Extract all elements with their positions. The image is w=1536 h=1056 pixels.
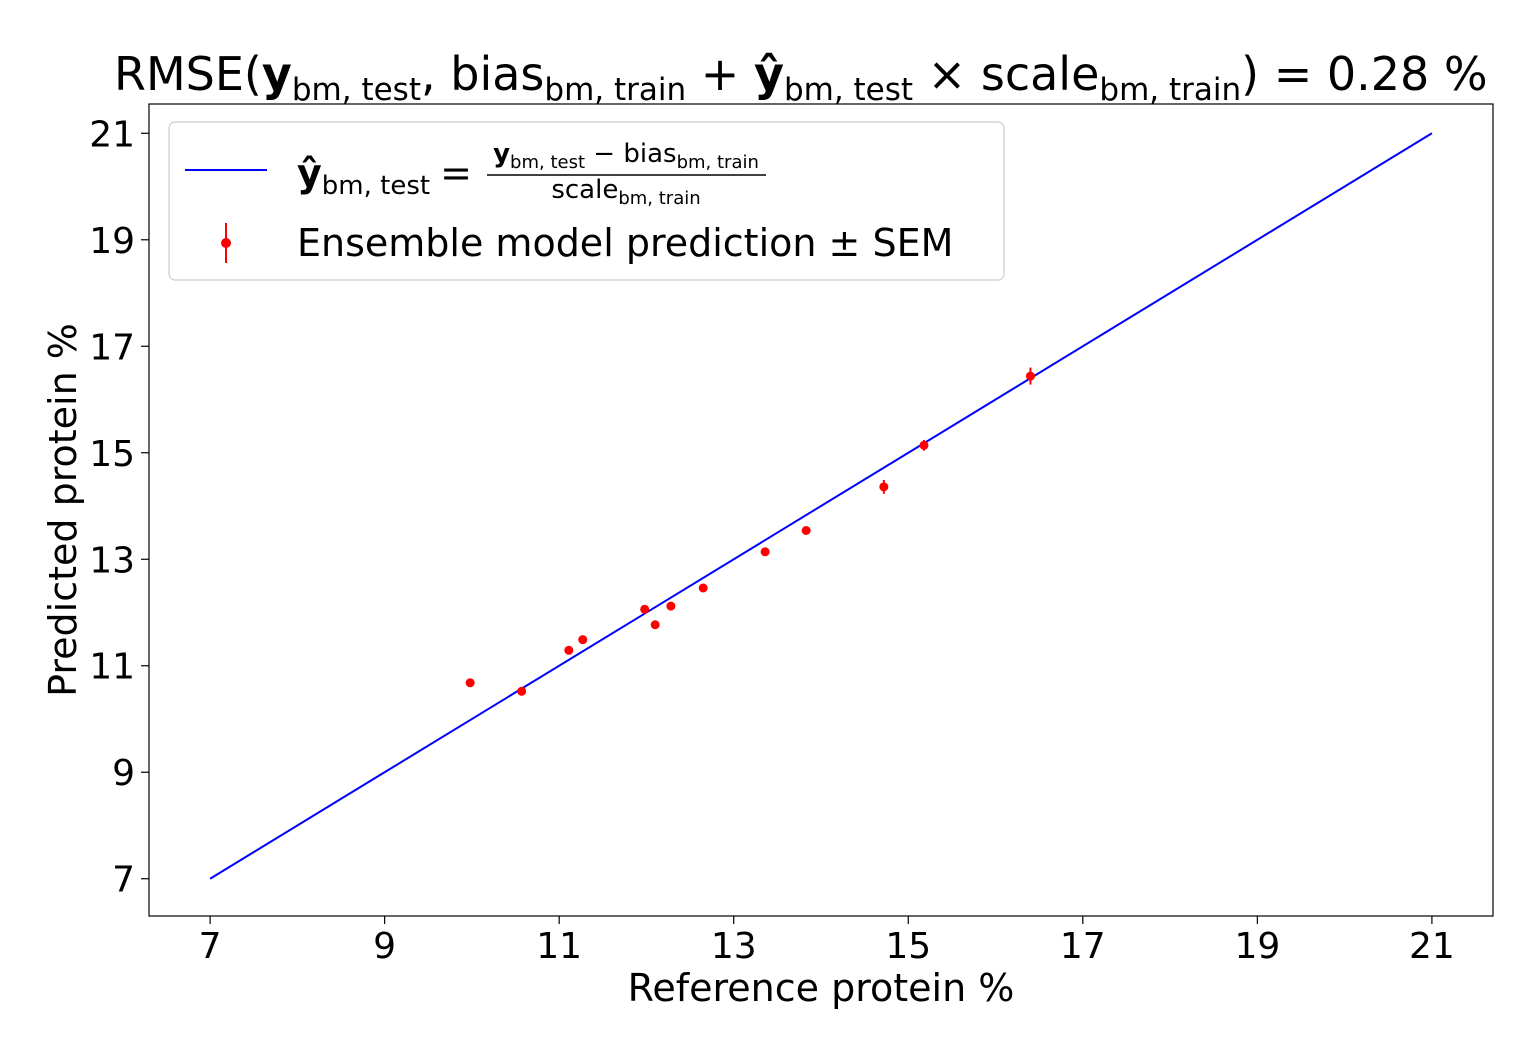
legend-den-scale: scale <box>551 175 618 205</box>
data-point <box>640 604 650 614</box>
title-comma: , <box>421 47 450 101</box>
x-tick-label: 19 <box>1234 926 1280 967</box>
data-point <box>578 635 588 645</box>
legend-yhat-sub: bm, test <box>322 171 430 201</box>
chart-title: RMSE(ybm, test, biasbm, train + ŷbm, tes… <box>114 47 1488 108</box>
title-prefix: RMSE( <box>114 47 262 101</box>
legend-point-marker <box>221 238 231 248</box>
legend-num-minus: − <box>585 139 623 169</box>
title-scale: scale <box>981 47 1100 101</box>
legend-num-y: y <box>493 139 510 169</box>
x-tick-label: 21 <box>1409 926 1455 967</box>
legend-yhat: ŷ <box>297 151 322 195</box>
x-tick-label: 17 <box>1060 926 1106 967</box>
legend-num-bias: bias <box>623 139 676 169</box>
y-tick-label: 13 <box>89 540 135 581</box>
y-tick-label: 9 <box>112 753 135 794</box>
data-point <box>801 525 811 535</box>
legend-fraction-numerator: ybm, test − biasbm, train <box>493 139 759 173</box>
y-tick-label: 17 <box>89 327 135 368</box>
data-point <box>517 686 527 696</box>
y-axis-ticks: 7 9 11 13 15 17 19 21 <box>89 114 149 901</box>
data-point <box>650 620 660 630</box>
title-times: × <box>913 47 981 101</box>
title-sub-test-2: bm, test <box>784 72 913 108</box>
legend-num-y-sub: bm, test <box>510 152 585 173</box>
y-tick-label: 11 <box>89 647 135 688</box>
plot-area <box>148 103 1494 917</box>
series-layer <box>209 132 1433 880</box>
title-y: y <box>262 47 292 101</box>
y-tick-label: 21 <box>89 114 135 155</box>
x-tick-label: 9 <box>373 926 396 967</box>
y-tick-label: 19 <box>89 221 135 262</box>
legend-points-label: Ensemble model prediction ± SEM <box>297 221 953 265</box>
data-point <box>698 583 708 593</box>
y-axis-label: Predicted protein % <box>41 323 85 697</box>
x-tick-label: 7 <box>199 926 222 967</box>
x-tick-label: 11 <box>536 926 582 967</box>
title-sub-train: bm, train <box>544 72 686 108</box>
legend-line-lhs: ŷbm, test = <box>297 151 472 201</box>
data-point <box>666 601 676 611</box>
x-axis-ticks: 7 9 11 13 15 17 19 21 <box>199 916 1455 967</box>
data-point <box>1025 371 1035 381</box>
data-point <box>919 440 929 450</box>
x-tick-label: 13 <box>711 926 757 967</box>
legend-equals: = <box>440 151 472 195</box>
title-bias: bias <box>450 47 544 101</box>
x-axis-label: Reference protein % <box>628 966 1015 1010</box>
data-point <box>760 547 770 557</box>
title-suffix: ) = 0.28 % <box>1241 47 1488 101</box>
data-point <box>564 645 574 655</box>
y-tick-label: 15 <box>89 434 135 475</box>
y-tick-label: 7 <box>112 860 135 901</box>
data-point <box>879 482 889 492</box>
legend-num-bias-sub: bm, train <box>677 152 759 173</box>
legend: ŷbm, test = ybm, test − biasbm, train sca… <box>168 121 1005 281</box>
title-sub-test: bm, test <box>292 72 421 108</box>
identity-line <box>209 132 1433 880</box>
x-tick-label: 15 <box>885 926 931 967</box>
legend-fraction-denominator: scalebm, train <box>551 175 700 209</box>
title-yhat: ŷ <box>754 47 784 101</box>
legend-box <box>168 121 1005 281</box>
title-sub-train-2: bm, train <box>1099 72 1241 108</box>
legend-den-sub: bm, train <box>618 188 700 209</box>
data-point <box>465 678 475 688</box>
title-plus: + <box>686 47 754 101</box>
